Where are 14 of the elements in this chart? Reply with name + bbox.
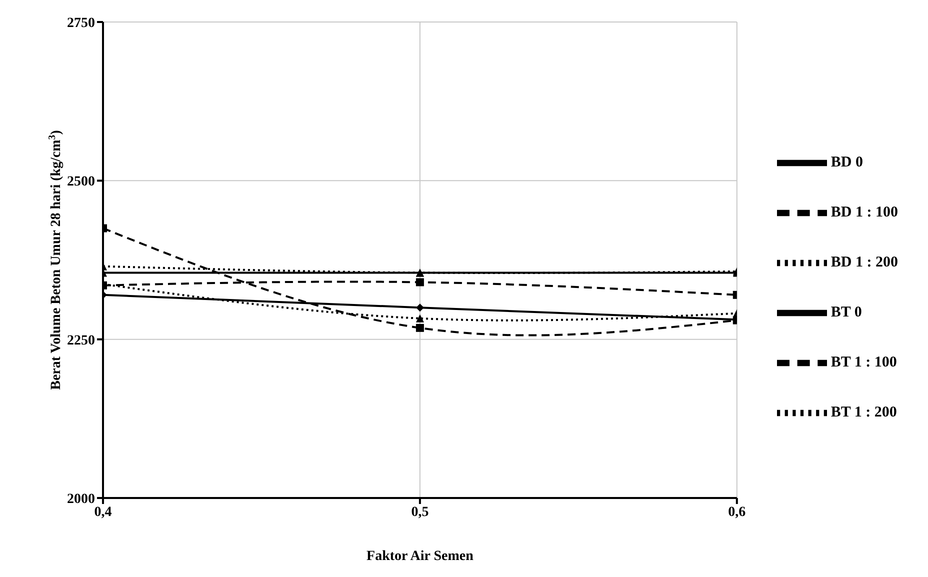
y-tick-label: 2250 [67,333,95,348]
x-tick-label: 0,6 [728,504,746,520]
legend-label: BT 1 : 200 [830,404,897,420]
x-tick-label: 0,5 [411,504,429,520]
legend-label: BD 1 : 100 [830,204,898,220]
x-axis-title: Faktor Air Semen [366,549,474,564]
legend-label: BT 0 [830,304,862,320]
y-tick-label: 2500 [67,174,95,190]
legend-label: BT 1 : 100 [830,354,897,370]
x-tick-label: 0,4 [94,504,112,520]
y-tick-label: 2000 [67,492,95,507]
y-tick-label: 2750 [67,16,95,31]
legend-label: BD 0 [830,154,863,170]
legend-label: BD 1 : 200 [830,254,898,270]
